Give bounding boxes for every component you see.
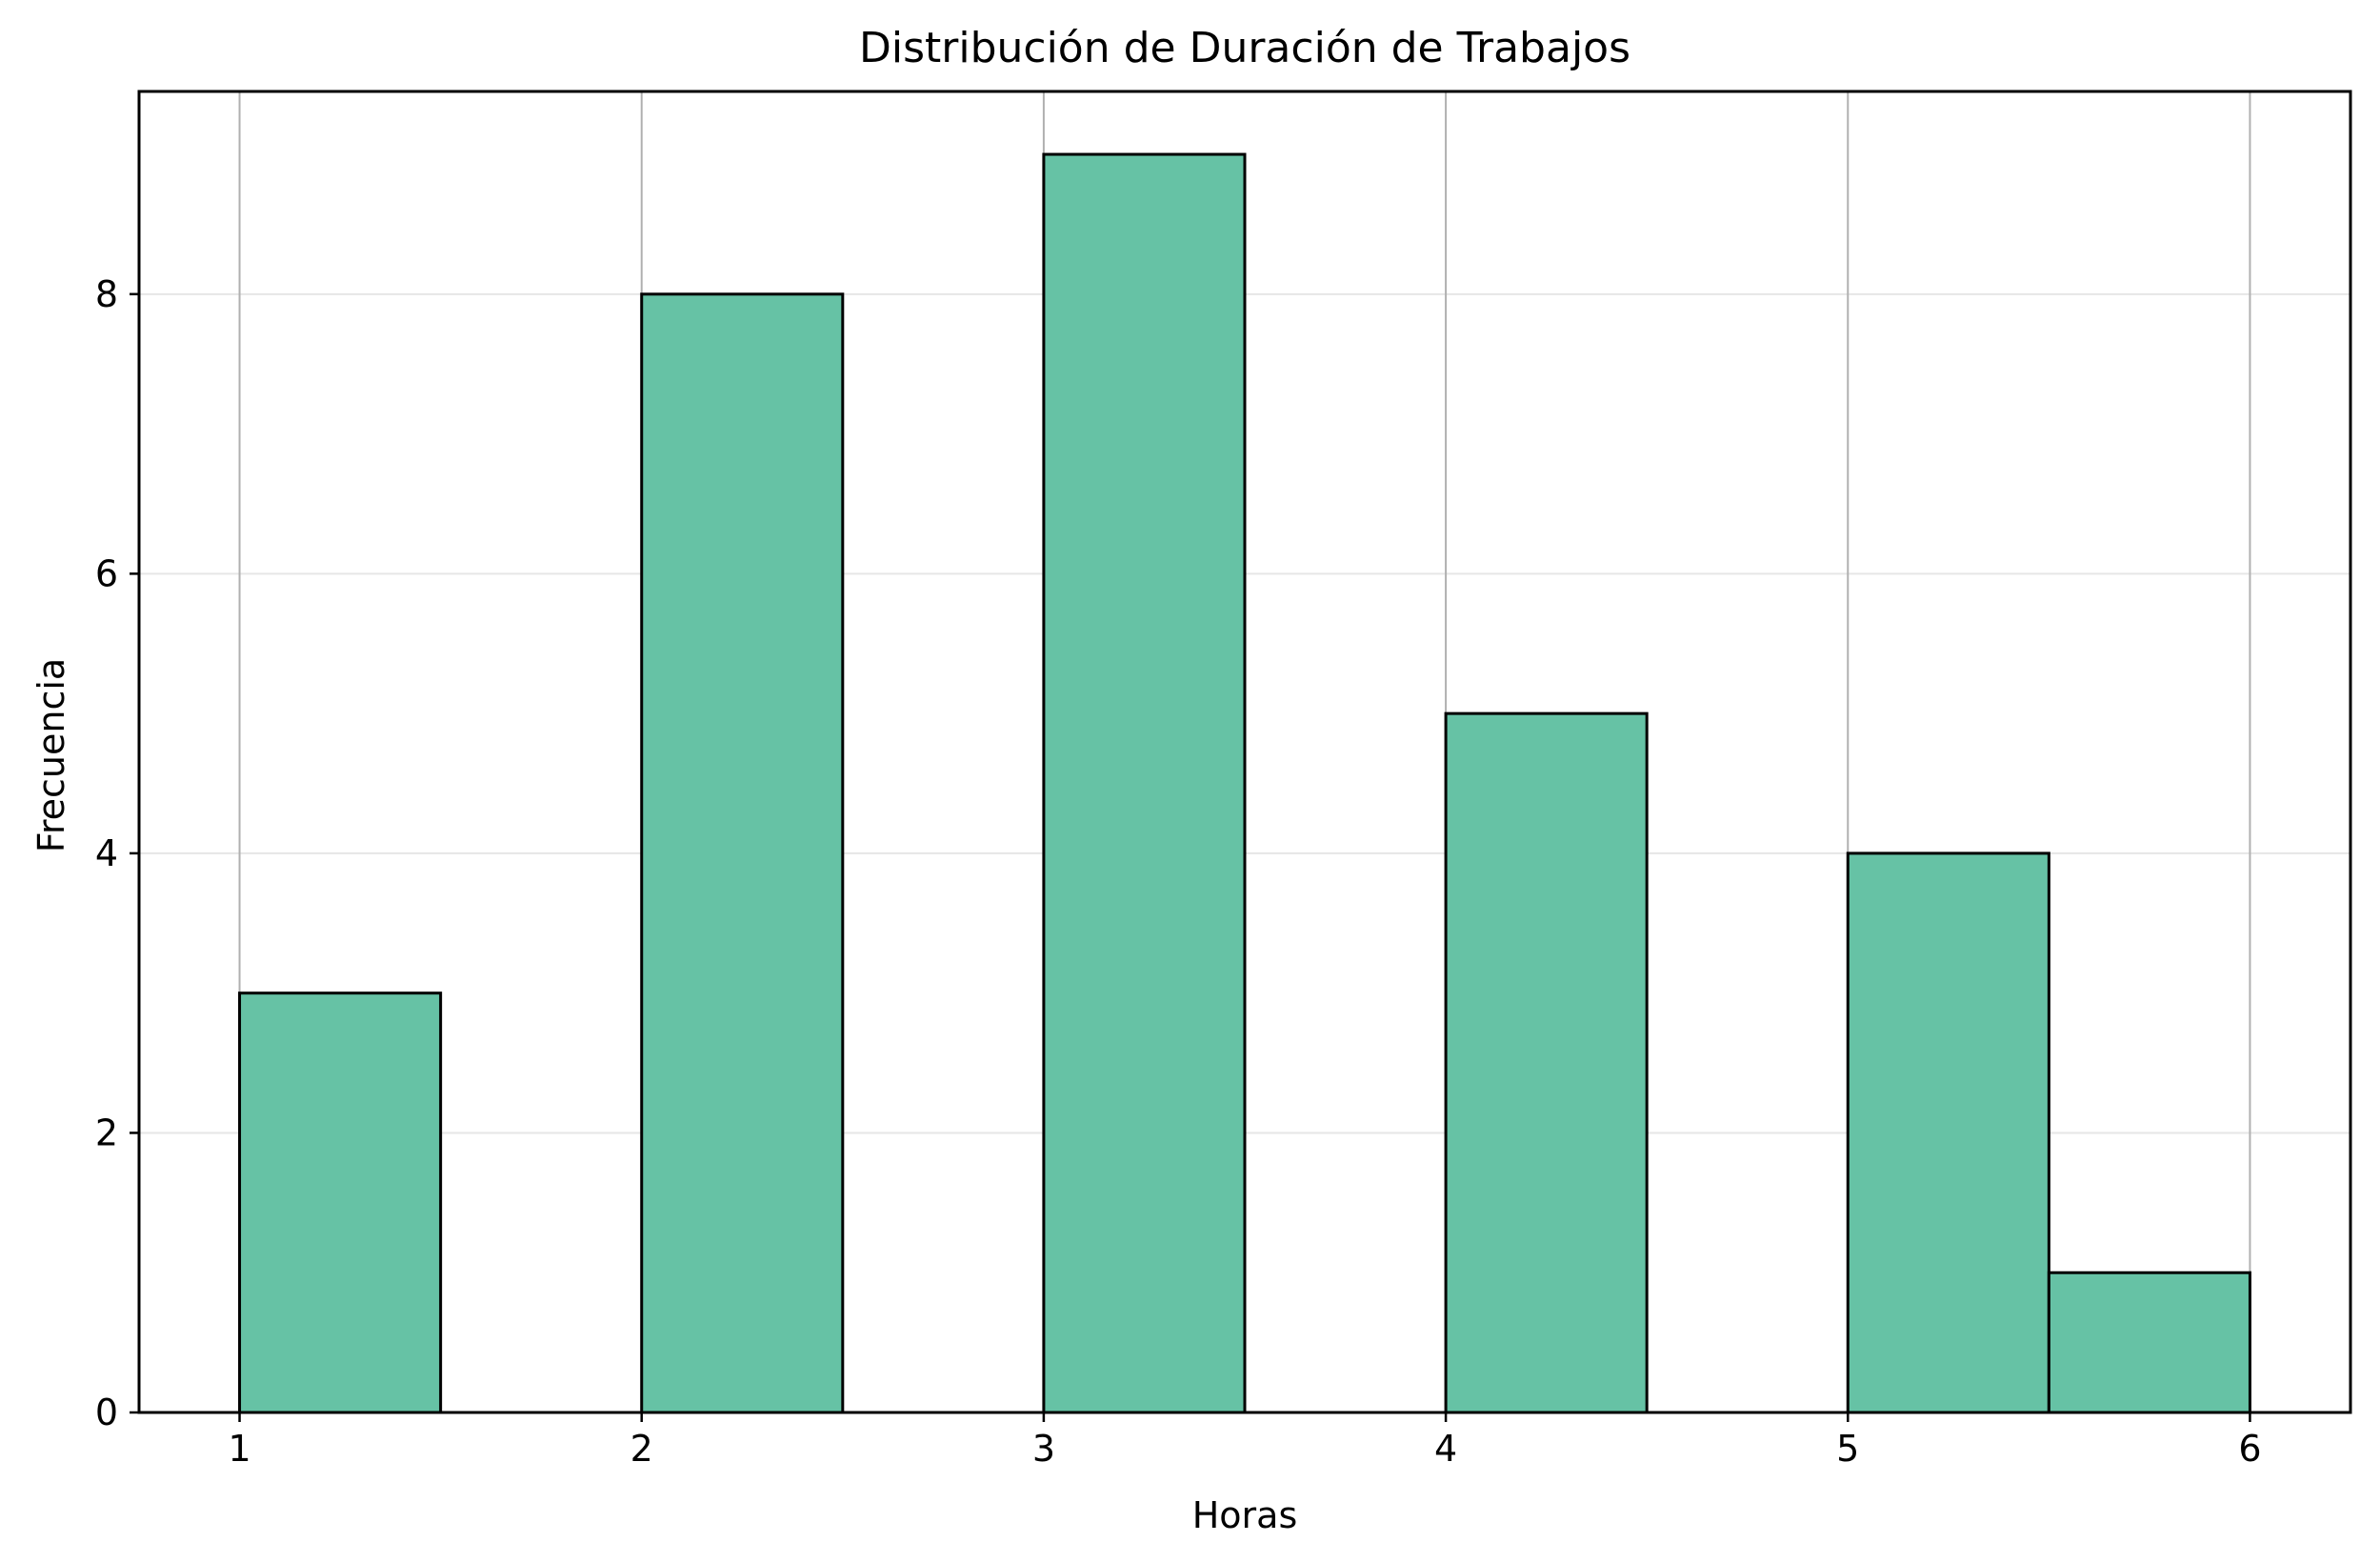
y-tick-label: 6 <box>95 552 118 594</box>
histogram-bar <box>1042 152 1247 1414</box>
y-tick-label: 8 <box>95 273 118 315</box>
plot-area-frame <box>137 90 2352 1414</box>
x-axis-ticks: 1 2 3 4 5 6 <box>228 1412 2262 1470</box>
y-axis-ticks: 0 2 4 6 8 <box>95 273 139 1433</box>
histogram-bar <box>640 292 845 1414</box>
chart-title: Distribución de Duración de Trabajos <box>859 24 1630 72</box>
histogram-bar <box>1846 851 2050 1414</box>
x-tick-label: 6 <box>2238 1428 2261 1470</box>
histogram-bar <box>238 991 443 1414</box>
x-tick-label: 5 <box>1836 1428 1859 1470</box>
x-tick-label: 2 <box>630 1428 653 1470</box>
y-tick-label: 0 <box>95 1392 118 1433</box>
y-tick-label: 4 <box>95 832 118 874</box>
x-axis-label: Horas <box>1192 1494 1298 1536</box>
x-tick-label: 3 <box>1032 1428 1055 1470</box>
histogram-bar <box>2047 1271 2251 1414</box>
histogram-bar <box>1444 711 1649 1414</box>
y-tick-label: 2 <box>95 1111 118 1153</box>
x-tick-label: 4 <box>1434 1428 1457 1470</box>
y-axis-label: Frecuencia <box>30 658 72 852</box>
bars-layer <box>238 152 2251 1414</box>
x-tick-label: 1 <box>228 1428 250 1470</box>
